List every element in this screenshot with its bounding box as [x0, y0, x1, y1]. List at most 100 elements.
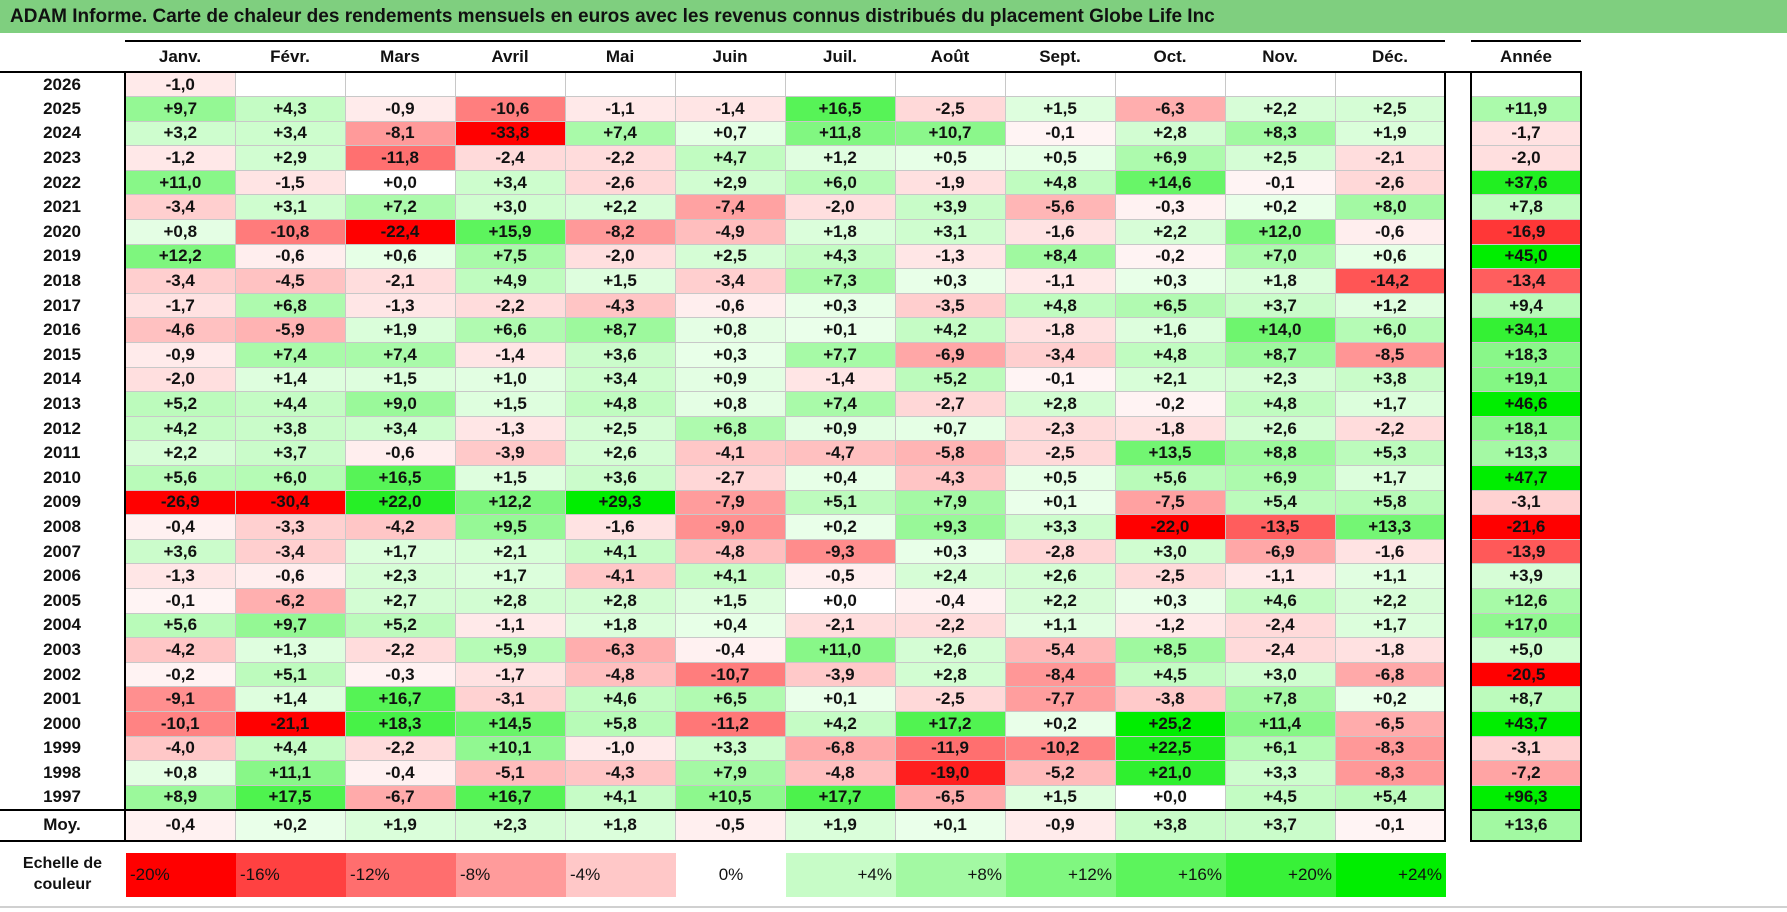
heat-cell: +4,6: [564, 686, 676, 712]
heat-cell: -4,3: [894, 465, 1006, 491]
heat-cell: +7,9: [894, 489, 1006, 516]
heat-cell: +7,4: [234, 342, 346, 368]
heat-cell: +3,2: [124, 120, 236, 147]
heat-cell: +11,8: [784, 120, 896, 147]
heat-cell: +0,5: [1004, 145, 1116, 171]
heat-cell: +0,5: [894, 145, 1006, 171]
heat-cell: +0,6: [344, 243, 456, 270]
column-gap: [1444, 662, 1472, 687]
heat-cell: -33,8: [454, 120, 566, 147]
heat-cell: +4,5: [1114, 661, 1226, 688]
heat-cell: -26,9: [124, 489, 236, 516]
heat-cell: -1,3: [124, 563, 236, 589]
heat-cell: +3,4: [234, 120, 346, 147]
table-row: 1999 -4,0 +4,4 -2,2 +10,1 -1,0 +3,3 -6,8 -11,9 -1…: [0, 735, 1582, 762]
average-cell: -0,4: [124, 808, 236, 842]
heat-cell: +25,2: [1114, 710, 1226, 737]
color-scale-legend: Echelle de couleur -20% -16% -12% -8% -4% 0% +…: [0, 849, 1787, 899]
heat-cell: +4,3: [784, 243, 896, 270]
heat-cell: +3,0: [1114, 538, 1226, 565]
heat-cell: +0,5: [1004, 465, 1116, 491]
heat-cell: +0,4: [674, 612, 786, 639]
column-gap: [1444, 785, 1472, 810]
heat-cell: +14,5: [454, 710, 566, 737]
year-label: 2020: [0, 219, 126, 245]
heat-cell: +11,1: [234, 760, 346, 786]
heat-cell: +1,2: [1334, 292, 1446, 319]
heat-cell: -4,0: [124, 735, 236, 762]
heat-cell: +1,5: [674, 587, 786, 614]
heat-cell: -7,5: [1114, 489, 1226, 516]
table-row: 2024 +3,2 +3,4 -8,1 -33,8 +7,4 +0,7 +11,8 +10,7-…: [0, 120, 1582, 147]
column-gap: [1444, 170, 1472, 195]
heat-cell: +4,8: [564, 391, 676, 417]
heat-cell: +14,0: [1224, 317, 1336, 344]
heat-cell: -22,4: [344, 219, 456, 245]
heat-cell: +3,3: [1224, 760, 1336, 786]
heat-cell: -4,3: [564, 292, 676, 319]
heat-cell: +0,1: [784, 686, 896, 712]
heat-cell: -3,5: [894, 292, 1006, 319]
heat-cell: +1,7: [1334, 391, 1446, 417]
heat-cell: +3,4: [454, 169, 566, 196]
heat-cell: +16,5: [784, 96, 896, 122]
heat-cell: -0,6: [674, 292, 786, 319]
heat-cell: -8,3: [1334, 760, 1446, 786]
year-total-cell: +47,7: [1470, 465, 1582, 491]
heat-cell: -8,1: [344, 120, 456, 147]
year-label: 2005: [0, 588, 126, 614]
heat-cell: +3,7: [1224, 292, 1336, 319]
average-cell: +2,3: [454, 808, 566, 842]
heat-cell: -10,6: [454, 96, 566, 122]
heat-cell: -3,3: [234, 514, 346, 540]
heat-cell: -1,1: [1004, 268, 1116, 294]
heat-cell: +2,4: [894, 563, 1006, 589]
heat-cell: +0,3: [674, 342, 786, 368]
year-total-cell: +96,3: [1470, 784, 1582, 811]
year-label: 2016: [0, 317, 126, 343]
column-gap: [1444, 317, 1472, 343]
color-scale-swatch: -20%: [126, 853, 236, 897]
heat-cell: +0,8: [124, 760, 236, 786]
heat-cell: +9,0: [344, 391, 456, 417]
month-header: Mars: [345, 40, 455, 73]
heat-cell: +2,5: [674, 243, 786, 270]
year-label: 2024: [0, 121, 126, 146]
heat-cell: -4,3: [564, 760, 676, 786]
year-total-cell: -21,6: [1470, 514, 1582, 540]
year-label: 2014: [0, 367, 126, 392]
heat-cell: +6,5: [674, 686, 786, 712]
heat-cell: -3,8: [1114, 686, 1226, 712]
heat-cell: -3,9: [454, 440, 566, 466]
table-row: 2008 -0,4 -3,3 -4,2 +9,5 -1,6 -9,0 +0,2 +9,3 +3,3…: [0, 514, 1582, 540]
table-row: 2017 -1,7 +6,8 -1,3 -2,2 -4,3 -0,6 +0,3 -3,5 +4,8…: [0, 292, 1582, 319]
heat-cell: +4,6: [1224, 587, 1336, 614]
heat-cell: -6,7: [344, 784, 456, 811]
heat-cell: +3,6: [124, 538, 236, 565]
table-row: 2015 -0,9 +7,4 +7,4 -1,4 +3,6 +0,3 +7,7 -6,9 -3,4…: [0, 342, 1582, 368]
heat-cell: -2,5: [1114, 563, 1226, 589]
heat-cell: -0,9: [344, 96, 456, 122]
heat-cell: +2,1: [1114, 366, 1226, 393]
heat-cell: -4,1: [564, 563, 676, 589]
heat-cell: +1,7: [1334, 465, 1446, 491]
heat-cell: -1,4: [674, 96, 786, 122]
heat-cell: +7,4: [564, 120, 676, 147]
heat-cell: +0,3: [1114, 268, 1226, 294]
column-gap: [1444, 563, 1472, 589]
average-row: Moy. -0,4 +0,2 +1,9 +2,3 +1,8 -0,5 +1,9 +0,1 -0,9…: [0, 808, 1582, 842]
color-scale-swatch: +16%: [1116, 853, 1226, 897]
year-total-cell: [1470, 71, 1582, 98]
heat-cell: -22,0: [1114, 514, 1226, 540]
heat-cell: +8,3: [1224, 120, 1336, 147]
heat-cell: +5,9: [454, 637, 566, 663]
heat-cell: -21,1: [234, 710, 346, 737]
year-label: 2004: [0, 613, 126, 638]
heat-cell: [234, 71, 346, 98]
heat-cell: -1,2: [124, 145, 236, 171]
heat-cell: +1,1: [1004, 612, 1116, 639]
heat-cell: +2,2: [1224, 96, 1336, 122]
table-row: 2023 -1,2 +2,9 -11,8 -2,4 -2,2 +4,7 +1,2 +0,5 +0,…: [0, 145, 1582, 171]
column-gap: [1444, 613, 1472, 638]
heat-cell: -1,9: [894, 169, 1006, 196]
